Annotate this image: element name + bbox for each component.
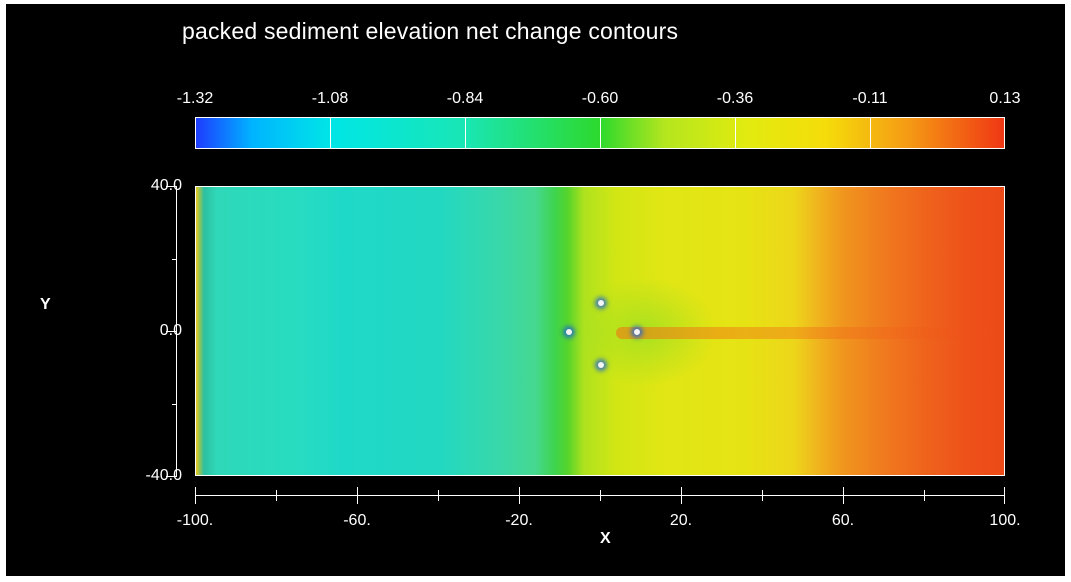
x-tick-label: -60.: [343, 512, 371, 529]
x-axis-label: X: [600, 530, 611, 547]
y-tick-label: 0.0: [159, 322, 182, 339]
x-tick-label: -100.: [176, 512, 214, 529]
y-tick-label: 40.0: [150, 177, 182, 194]
x-minor-tick: [438, 490, 439, 501]
colorbar-tick: [600, 118, 601, 148]
colorbar-tick-label: 0.13: [989, 90, 1021, 107]
chart-title: packed sediment elevation net change con…: [182, 18, 679, 44]
x-major-tick: [681, 487, 682, 504]
wake-plume: [616, 327, 1004, 339]
colorbar-tick-label: -0.36: [716, 90, 754, 107]
colorbar-tick: [330, 118, 331, 148]
colorbar-tick-label: -1.08: [311, 90, 349, 107]
colorbar-tick: [870, 118, 871, 148]
obstacle-marker: [634, 329, 641, 335]
colorbar-tick: [465, 118, 466, 148]
x-major-tick: [843, 487, 844, 504]
colorbar-tick: [735, 118, 736, 148]
obstacle-marker: [598, 361, 604, 368]
x-minor-tick: [600, 490, 601, 501]
x-minor-tick: [762, 490, 763, 501]
colorbar: [195, 117, 1005, 149]
colorbar-tick-label: -0.84: [446, 90, 484, 107]
x-tick-label: 100.: [989, 512, 1021, 529]
x-tick-label: 60.: [831, 512, 855, 529]
x-tick-label: 20.: [669, 512, 693, 529]
contour-field: [195, 186, 1005, 476]
y-axis-label: Y: [40, 296, 51, 313]
x-major-tick: [1004, 487, 1005, 504]
x-major-tick: [519, 487, 520, 504]
y-minor-tick: [172, 258, 177, 260]
colorbar-tick-label: -1.32: [176, 90, 214, 107]
y-major-tick: [166, 186, 177, 187]
obstacle-marker: [598, 300, 604, 306]
x-minor-tick: [924, 490, 925, 501]
x-tick-label: -20.: [505, 512, 533, 529]
x-minor-tick: [276, 490, 277, 501]
y-major-tick: [166, 331, 177, 332]
y-minor-tick: [172, 403, 177, 405]
y-tick-label: -40.0: [145, 467, 182, 484]
y-major-tick: [166, 476, 177, 477]
obstacle-marker: [565, 329, 572, 335]
colorbar-tick-label: -0.11: [852, 90, 888, 107]
colorbar-tick-label: -0.60: [581, 90, 619, 107]
x-major-tick: [195, 487, 196, 504]
x-major-tick: [357, 487, 358, 504]
